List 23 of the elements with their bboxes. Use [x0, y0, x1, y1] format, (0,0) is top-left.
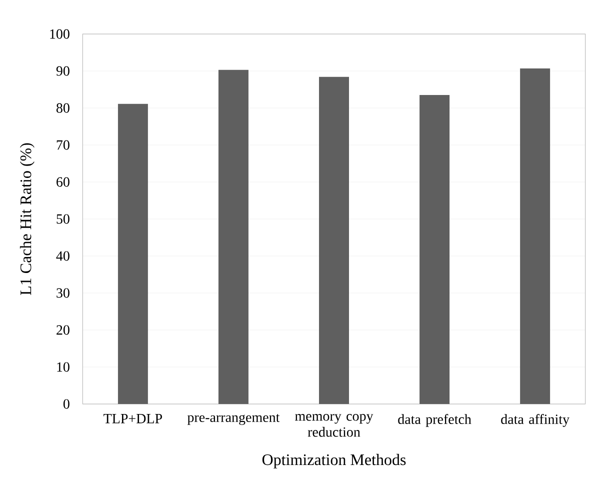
x-tick-label: data prefetch: [398, 414, 472, 427]
y-tick-label: 50: [56, 214, 70, 224]
x-axis-title: Optimization Methods: [262, 454, 406, 468]
y-tick-label: 90: [56, 66, 70, 76]
bar: [118, 104, 148, 404]
bar: [218, 70, 248, 404]
bar: [420, 95, 450, 404]
y-tick-label: 80: [56, 103, 70, 113]
bar: [520, 68, 550, 404]
y-tick-label: 40: [56, 251, 70, 261]
y-tick-label: 10: [57, 362, 70, 372]
x-tick-label: data affinity: [501, 414, 570, 427]
x-tick-label: TLP+DLP: [104, 414, 162, 424]
y-axis-title: L1 Cache Hit Ratio (%): [20, 143, 34, 295]
y-tick-label: 60: [56, 177, 70, 187]
y-tick-label: 0: [63, 399, 70, 409]
bar: [319, 76, 349, 404]
x-tick-label: pre-arrangement: [187, 414, 280, 425]
y-tick-label: 30: [56, 288, 70, 298]
y-tick-label: 70: [56, 140, 70, 150]
x-tick-label: memory copy reduction: [295, 414, 374, 437]
y-tick-label: 20: [56, 325, 70, 335]
y-tick-label: 100: [50, 29, 70, 39]
